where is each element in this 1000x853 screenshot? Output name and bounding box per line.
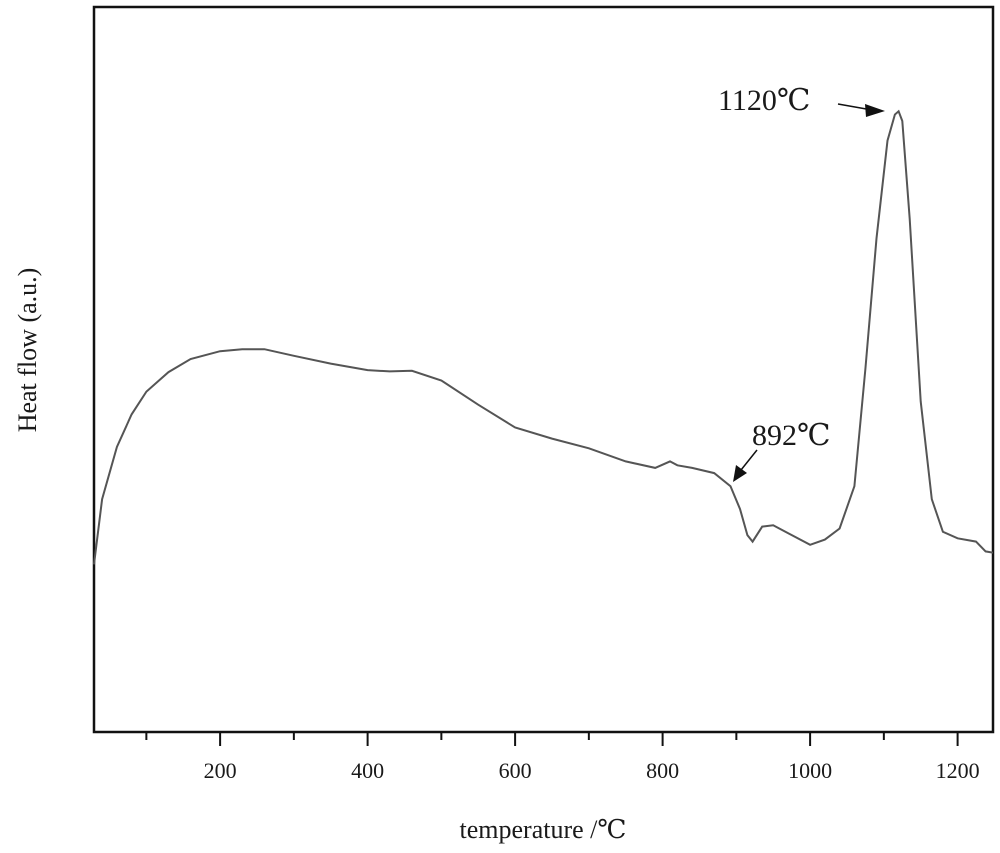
dsc-chart: 200 400 600 800 1000 1200 temperature /℃ Heat… (0, 0, 1000, 853)
onset-arrowhead-icon (733, 465, 747, 482)
peak-arrowhead-icon (865, 104, 885, 117)
x-axis-ticks (146, 732, 957, 746)
x-tick-label: 600 (499, 758, 532, 783)
x-tick-label: 200 (204, 758, 237, 783)
x-axis-tick-labels: 200 400 600 800 1000 1200 (204, 758, 980, 783)
onset-arrow-icon (741, 450, 757, 470)
x-tick-label: 1200 (936, 758, 980, 783)
peak-annotation-label: 1120℃ (718, 84, 810, 117)
onset-annotation-label: 892℃ (752, 419, 831, 452)
x-tick-label: 800 (646, 758, 679, 783)
heat-flow-curve (94, 111, 993, 564)
y-axis-title: Heat flow (a.u.) (13, 268, 42, 433)
x-tick-label: 1000 (788, 758, 832, 783)
x-axis-title: temperature /℃ (460, 815, 627, 844)
x-tick-label: 400 (351, 758, 384, 783)
plot-frame (94, 7, 993, 732)
